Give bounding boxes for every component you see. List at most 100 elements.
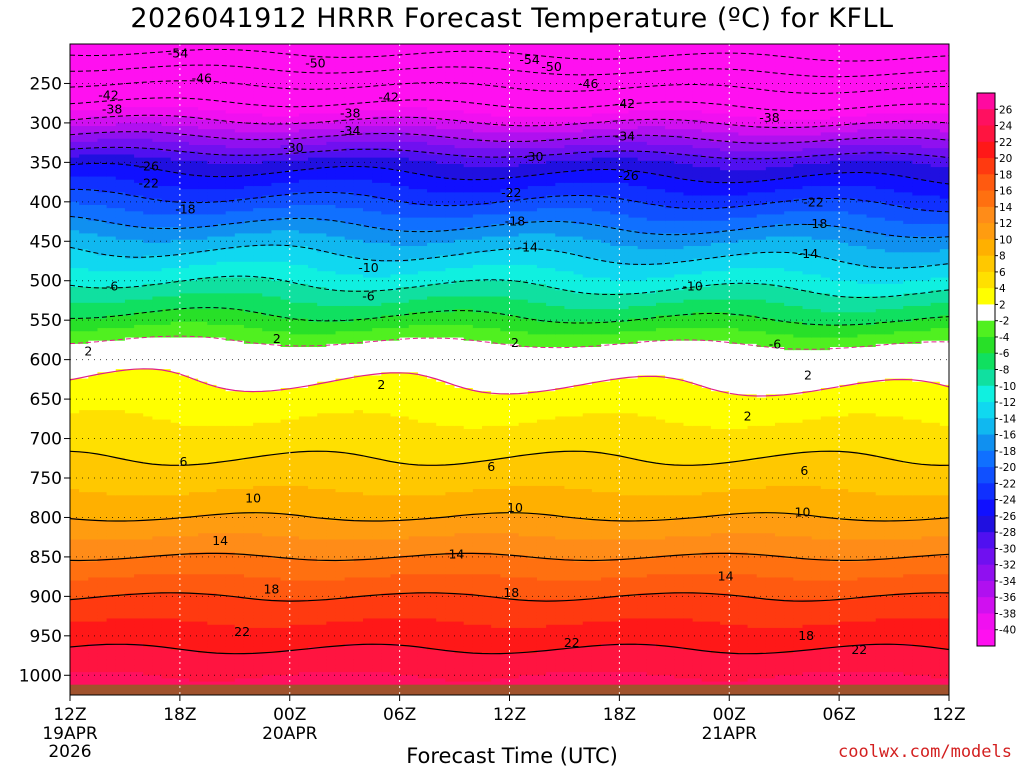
colorbar-swatch <box>977 239 995 257</box>
contour-label: -6 <box>769 337 782 352</box>
contour-label: -38 <box>102 102 122 117</box>
y-tick-label: 550 <box>30 311 62 331</box>
ground-fill <box>70 684 949 695</box>
contour-label: 10 <box>245 491 261 506</box>
contour-label: 10 <box>507 500 523 515</box>
contour-label: -42 <box>615 96 635 111</box>
colorbar-label: 18 <box>999 169 1012 181</box>
contour-label: 18 <box>263 581 279 596</box>
contour-label: 10 <box>795 505 811 520</box>
contour-label: -46 <box>578 76 598 91</box>
colorbar-label: -40 <box>999 625 1016 637</box>
y-tick-label: 350 <box>30 153 62 173</box>
contour-label: 2 <box>377 377 385 392</box>
isotherm--18 <box>70 215 949 239</box>
x-tick-sublabel: 2026 <box>48 742 91 762</box>
contour-label: -22 <box>803 195 823 210</box>
x-tick-label: 12Z <box>53 705 86 725</box>
contour-label: 14 <box>448 547 464 562</box>
colorbar-label: 8 <box>999 251 1006 263</box>
colorbar-swatch <box>977 613 995 631</box>
contour-label: 18 <box>503 585 519 600</box>
colorbar-swatch <box>977 548 995 566</box>
contour-label: -14 <box>798 246 818 261</box>
contour-label: 2 <box>511 335 519 350</box>
colorbar-swatch <box>977 450 995 468</box>
colorbar-label: -22 <box>999 478 1016 490</box>
y-axis: 250 300 350 400 450 500 550 600 650 700 750 800 850 9… <box>19 74 70 686</box>
colorbar-label: -36 <box>999 592 1016 604</box>
colorbar-swatch <box>977 515 995 533</box>
contour-labels: -54 -54-50 -50-46 -46-42 -42 -42-38 -38 -38-34-… <box>84 46 867 658</box>
contour-label: -6 <box>362 289 375 304</box>
y-tick-label: 950 <box>30 627 62 647</box>
contour-label: 14 <box>718 569 734 584</box>
x-tick-label: 18Z <box>163 705 196 725</box>
colorbar-label: 4 <box>999 283 1006 295</box>
colorbar-label: -20 <box>999 462 1016 474</box>
x-tick-label: 06Z <box>822 705 855 725</box>
colorbar-swatch <box>977 288 995 305</box>
contour-label: 22 <box>851 642 867 657</box>
colorbar-swatch <box>977 499 995 517</box>
contour-label: -42 <box>98 87 118 102</box>
colorbar-swatch <box>977 109 995 127</box>
colorbar-swatch <box>977 402 995 419</box>
contour-label: 2 <box>804 367 812 382</box>
y-tick-label: 800 <box>30 508 62 528</box>
colorbar-swatch <box>977 629 995 647</box>
colorbar-label: 16 <box>999 186 1013 198</box>
colorbar-label: -16 <box>999 430 1016 442</box>
isotherm-6 <box>70 450 949 467</box>
colorbar-label: -32 <box>999 560 1016 572</box>
x-tick-sublabel: 19APR <box>42 724 98 744</box>
colorbar-swatch <box>977 141 995 159</box>
contour-label: -6 <box>106 278 119 293</box>
colorbar-label: -30 <box>999 543 1016 555</box>
isotherm-18 <box>70 592 949 602</box>
colorbar-label: -26 <box>999 511 1016 523</box>
colorbar-label: 12 <box>999 218 1012 230</box>
colorbar-label: -8 <box>999 365 1009 377</box>
contour-label: 2 <box>744 409 752 424</box>
contour-label: -34 <box>340 123 360 138</box>
y-tick-label: 650 <box>30 390 62 410</box>
contour-label: -30 <box>283 140 303 155</box>
contour-label: 22 <box>564 635 580 650</box>
x-tick-label: 00Z <box>713 705 746 725</box>
y-tick-label: 600 <box>30 351 62 371</box>
chart-title: 2026041912 HRRR Forecast Temperature (ºC… <box>0 3 1024 34</box>
colorbar-label: -10 <box>999 381 1016 393</box>
contour-label: -46 <box>192 71 212 86</box>
isotherm--10 <box>70 275 949 298</box>
contour-label: 14 <box>212 533 228 548</box>
y-tick-label: 250 <box>30 74 62 94</box>
x-tick-label: 12Z <box>932 705 965 725</box>
contour-label: -34 <box>615 128 635 143</box>
y-tick-label: 750 <box>30 469 62 489</box>
colorbar-swatch <box>977 483 995 501</box>
colorbar-swatch <box>977 532 995 549</box>
y-tick-label: 500 <box>30 272 62 292</box>
colorbar-swatch <box>977 206 995 224</box>
colorbar-swatch <box>977 564 995 582</box>
colorbar-swatch <box>977 125 995 143</box>
isotherm--42 <box>70 97 949 112</box>
colorbar-swatch <box>977 385 995 403</box>
contour-label: -22 <box>501 185 521 200</box>
colorbar-swatch <box>977 223 995 240</box>
contour-label: -42 <box>378 90 398 105</box>
colorbar-swatch <box>977 190 995 208</box>
colorbar-label: -2 <box>999 316 1009 328</box>
x-tick-sublabel: 20APR <box>262 724 318 744</box>
contour-label: -18 <box>505 214 525 229</box>
colorbar-swatch <box>977 320 995 338</box>
contour-label: 18 <box>798 628 814 643</box>
contour-label: -26 <box>138 158 158 173</box>
contour-label: 2 <box>84 344 92 359</box>
isotherm-22 <box>70 643 949 655</box>
colorbar-swatch <box>977 93 995 110</box>
isotherm--54 <box>70 48 949 62</box>
contour-label: -18 <box>175 202 195 217</box>
